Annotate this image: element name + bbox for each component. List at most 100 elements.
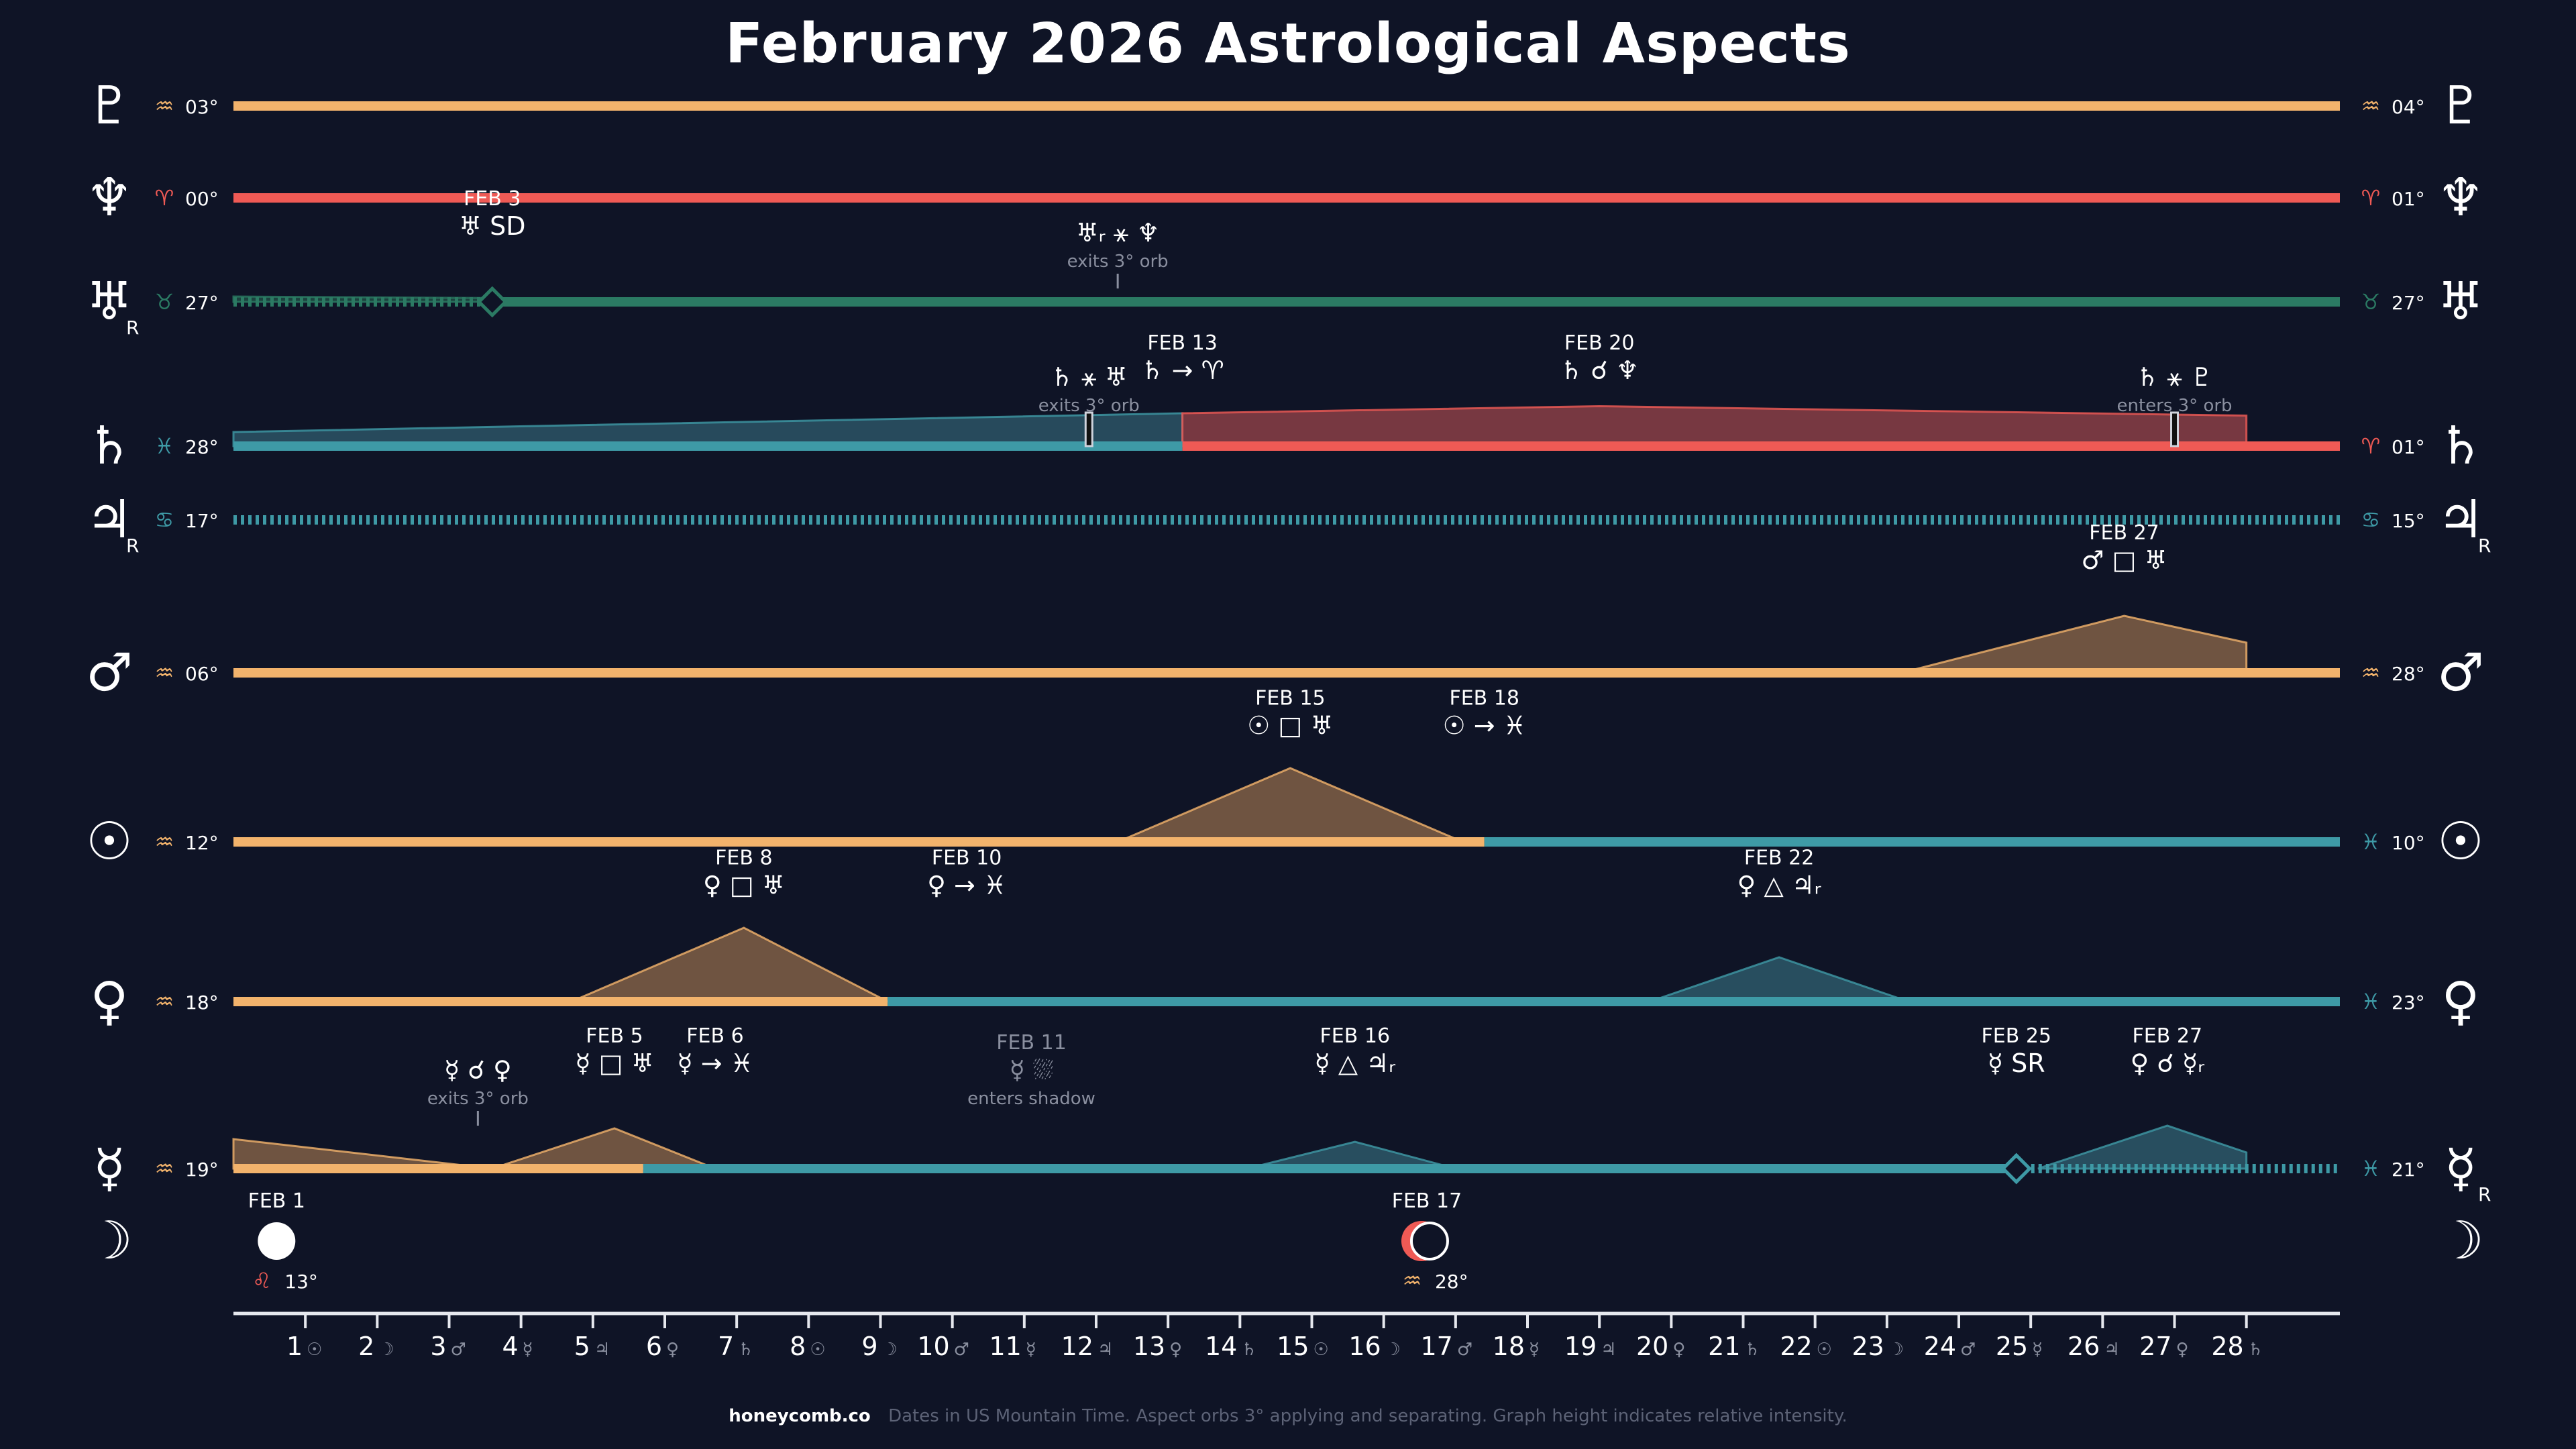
x-tick-ruler-16: ☽ <box>1385 1340 1401 1360</box>
full-moon-icon <box>258 1222 296 1260</box>
event-mercury-15-date: FEB 11 <box>996 1031 1067 1055</box>
pluto-start-degree: 03° <box>185 96 219 118</box>
x-tick-label-17: 17 <box>1420 1332 1452 1361</box>
event-mercury-18-date: FEB 27 <box>2133 1024 2203 1048</box>
venus-right-glyph: ♀ <box>2441 971 2479 1032</box>
sun-right-glyph: ☉ <box>2437 812 2484 872</box>
x-tick-ruler-22: ☉ <box>1817 1340 1832 1360</box>
saturn-start-degree: 28° <box>185 436 219 458</box>
mercury-right-glyph: ☿ <box>2445 1138 2477 1199</box>
event-sun-7-date: FEB 15 <box>1255 687 1326 710</box>
x-tick-label-16: 16 <box>1348 1332 1381 1361</box>
neptune-start-sign: ♈ <box>155 185 174 211</box>
x-tick-ruler-5: ♃ <box>594 1340 610 1360</box>
x-tick-label-2: 2 <box>358 1332 374 1361</box>
mercury-start-sign: ♒ <box>155 1156 174 1181</box>
mars-left-glyph: ♂ <box>86 643 133 703</box>
x-tick-ruler-4: ☿ <box>523 1340 533 1360</box>
x-tick-label-7: 7 <box>718 1332 734 1361</box>
x-tick-ruler-25: ☿ <box>2032 1340 2043 1360</box>
x-tick-ruler-27: ♀ <box>2176 1340 2189 1360</box>
event-sun-8-date: FEB 18 <box>1449 687 1519 710</box>
x-tick-ruler-12: ♃ <box>1097 1340 1113 1360</box>
x-tick-ruler-28: ♄ <box>2248 1340 2263 1360</box>
event-uranus-0-station-marker <box>476 286 508 318</box>
footer-note: honeycomb.co Dates in US Mountain Time. … <box>0 1406 2576 1426</box>
x-tick-ruler-9: ☽ <box>882 1340 898 1360</box>
event-venus-9-date: FEB 8 <box>715 847 772 870</box>
aspect-area-sun-6 <box>1117 767 1464 843</box>
event-uranus-0-aspect: ♅ SD <box>459 211 526 241</box>
x-tick-label-22: 22 <box>1780 1332 1812 1361</box>
jupiter-start-degree: 17° <box>185 510 219 532</box>
page-title: February 2026 Astrological Aspects <box>725 12 1851 76</box>
moon-event-0-date: FEB 1 <box>248 1189 305 1213</box>
event-venus-9-aspect: ♀ □ ♅ <box>703 871 785 900</box>
x-tick-label-1: 1 <box>286 1332 303 1361</box>
new-moon-icon <box>1409 1222 1449 1260</box>
mars-right-glyph: ♂ <box>2437 643 2484 703</box>
jupiter-end-degree: 15° <box>2392 510 2425 532</box>
sun-start-degree: 12° <box>185 832 219 854</box>
jupiter-end-sign: ♋ <box>2361 507 2381 533</box>
venus-start-degree: 18° <box>185 991 219 1014</box>
event-mercury-17-aspect: ☿ SR <box>1988 1049 2045 1078</box>
aspect-area-saturn-9 <box>232 412 1184 447</box>
x-tick-ruler-13: ♀ <box>1169 1340 1182 1360</box>
x-tick-label-8: 8 <box>790 1332 806 1361</box>
event-mercury-14-aspect: ☿ → ♓ <box>677 1049 753 1078</box>
event-venus-11-aspect: ♀ △ ♃ᵣ <box>1737 871 1821 900</box>
event-saturn-3-aspect: ♄ → ♈ <box>1141 356 1224 385</box>
event-saturn-5-aspect: ♄ ⚹ ♇ <box>2136 362 2213 392</box>
uranus-left-retro-mark: R <box>126 317 139 339</box>
x-tick-ruler-23: ☽ <box>1888 1340 1904 1360</box>
x-tick-label-25: 25 <box>1996 1332 2028 1361</box>
x-tick-label-27: 27 <box>2139 1332 2171 1361</box>
event-mercury-16-aspect: ☿ △ ♃ᵣ <box>1315 1049 1396 1078</box>
x-tick-ruler-10: ♂ <box>954 1340 969 1360</box>
x-tick-label-24: 24 <box>1924 1332 1956 1361</box>
x-tick-ruler-3: ♂ <box>451 1340 466 1360</box>
pluto-left-glyph: ♇ <box>86 76 133 136</box>
mars-start-degree: 06° <box>185 663 219 685</box>
neptune-right-glyph: ♆ <box>2437 168 2484 228</box>
mars-start-sign: ♒ <box>155 660 174 686</box>
jupiter-start-sign: ♋ <box>155 507 174 533</box>
event-sun-7-aspect: ☉ □ ♅ <box>1247 711 1333 741</box>
uranus-right-glyph: ♅ <box>2437 272 2484 332</box>
x-tick-ruler-17: ♂ <box>1457 1340 1472 1360</box>
x-tick-ruler-15: ☉ <box>1313 1340 1329 1360</box>
saturn-end-sign: ♈ <box>2361 433 2381 459</box>
x-tick-label-26: 26 <box>2068 1332 2100 1361</box>
venus-left-glyph: ♀ <box>90 971 128 1032</box>
x-tick-ruler-6: ♀ <box>666 1340 679 1360</box>
event-venus-10-date: FEB 10 <box>932 847 1002 870</box>
x-tick-ruler-1: ☉ <box>307 1340 322 1360</box>
mars-end-sign: ♒ <box>2361 660 2381 686</box>
event-mercury-15-note: enters shadow <box>967 1089 1095 1109</box>
neptune-end-degree: 01° <box>2392 188 2425 210</box>
x-tick-ruler-11: ☿ <box>1026 1340 1036 1360</box>
x-tick-ruler-8: ☉ <box>810 1340 825 1360</box>
x-tick-label-9: 9 <box>861 1332 877 1361</box>
mercury-start-degree: 19° <box>185 1159 219 1181</box>
event-mercury-13-aspect: ☿ □ ♅ <box>575 1049 653 1078</box>
saturn-right-glyph: ♄ <box>2437 416 2484 476</box>
x-tick-label-23: 23 <box>1851 1332 1884 1361</box>
x-tick-label-6: 6 <box>646 1332 662 1361</box>
uranus-end-sign: ♉ <box>2361 289 2381 315</box>
x-tick-label-11: 11 <box>989 1332 1021 1361</box>
jupiter-left-retro-mark: R <box>126 535 139 557</box>
sun-end-degree: 10° <box>2392 832 2425 854</box>
event-saturn-2-aspect: ♄ ⚹ ♅ <box>1051 362 1128 392</box>
event-uranus-0-date: FEB 3 <box>464 187 521 211</box>
sun-end-sign: ♓ <box>2361 829 2381 855</box>
jupiter-left-glyph: ♃ <box>86 490 133 550</box>
mercury-end-sign: ♓ <box>2361 1156 2381 1181</box>
venus-start-sign: ♒ <box>155 989 174 1014</box>
x-tick-label-5: 5 <box>574 1332 590 1361</box>
event-mercury-18-aspect: ♀ ☌ ☿ᵣ <box>2130 1049 2204 1078</box>
mercury-end-degree: 21° <box>2392 1159 2425 1181</box>
mars-end-degree: 28° <box>2392 663 2425 685</box>
